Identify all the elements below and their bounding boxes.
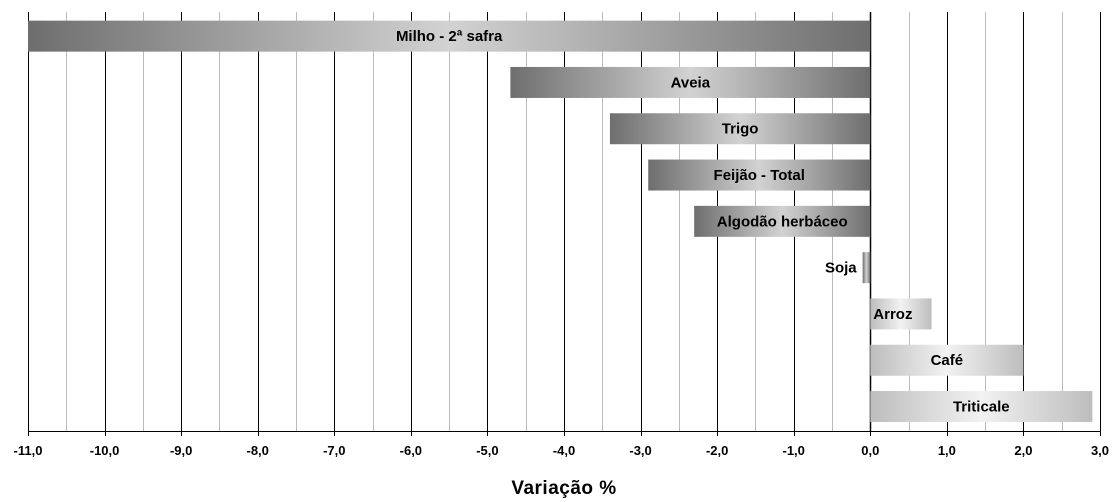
bars: Milho - 2ª safra Aveia Trigo Feijão - Total… — [28, 20, 1093, 423]
bar — [609, 113, 871, 145]
bar-label: Soja — [825, 260, 857, 277]
x-axis: -11,0 -10,0 -9,0 -8,0 -7,0 -6,0 -5,0 -4,0 -3,0 -2… — [14, 431, 1109, 458]
bar — [648, 159, 871, 191]
bar — [870, 391, 1093, 423]
bar-label: Café — [931, 352, 964, 369]
x-tick-label: 0,0 — [861, 443, 879, 458]
bar — [694, 205, 871, 237]
x-axis-title: Variação % — [511, 478, 616, 499]
x-tick-label: -3,0 — [629, 443, 651, 458]
x-tick-label: -1,0 — [783, 443, 805, 458]
x-tick-label: 1,0 — [938, 443, 956, 458]
bar-label: Milho - 2ª safra — [396, 28, 503, 45]
bar-label: Arroz — [873, 306, 912, 323]
bar-label: Feijão - Total — [714, 167, 805, 184]
bar — [870, 344, 1024, 376]
bar — [862, 252, 871, 284]
bar — [870, 298, 932, 330]
bar-label: Trigo — [722, 121, 759, 138]
x-tick-label: -8,0 — [247, 443, 269, 458]
x-tick-label: -10,0 — [90, 443, 120, 458]
x-tick-label: 2,0 — [1014, 443, 1032, 458]
x-tick-label: -11,0 — [14, 443, 43, 458]
x-tick-label: -7,0 — [323, 443, 345, 458]
x-tick-label: -9,0 — [170, 443, 192, 458]
x-tick-label: -6,0 — [400, 443, 422, 458]
x-tick-label: -4,0 — [553, 443, 575, 458]
bar-label: Aveia — [671, 74, 711, 91]
bar-label: Algodão herbáceo — [717, 213, 848, 230]
x-tick-label: -5,0 — [476, 443, 498, 458]
x-tick-label: -2,0 — [706, 443, 728, 458]
x-tick-label: 3,0 — [1091, 443, 1109, 458]
bar — [510, 66, 871, 98]
bar-label: Triticale — [953, 399, 1010, 416]
bar — [28, 20, 871, 52]
